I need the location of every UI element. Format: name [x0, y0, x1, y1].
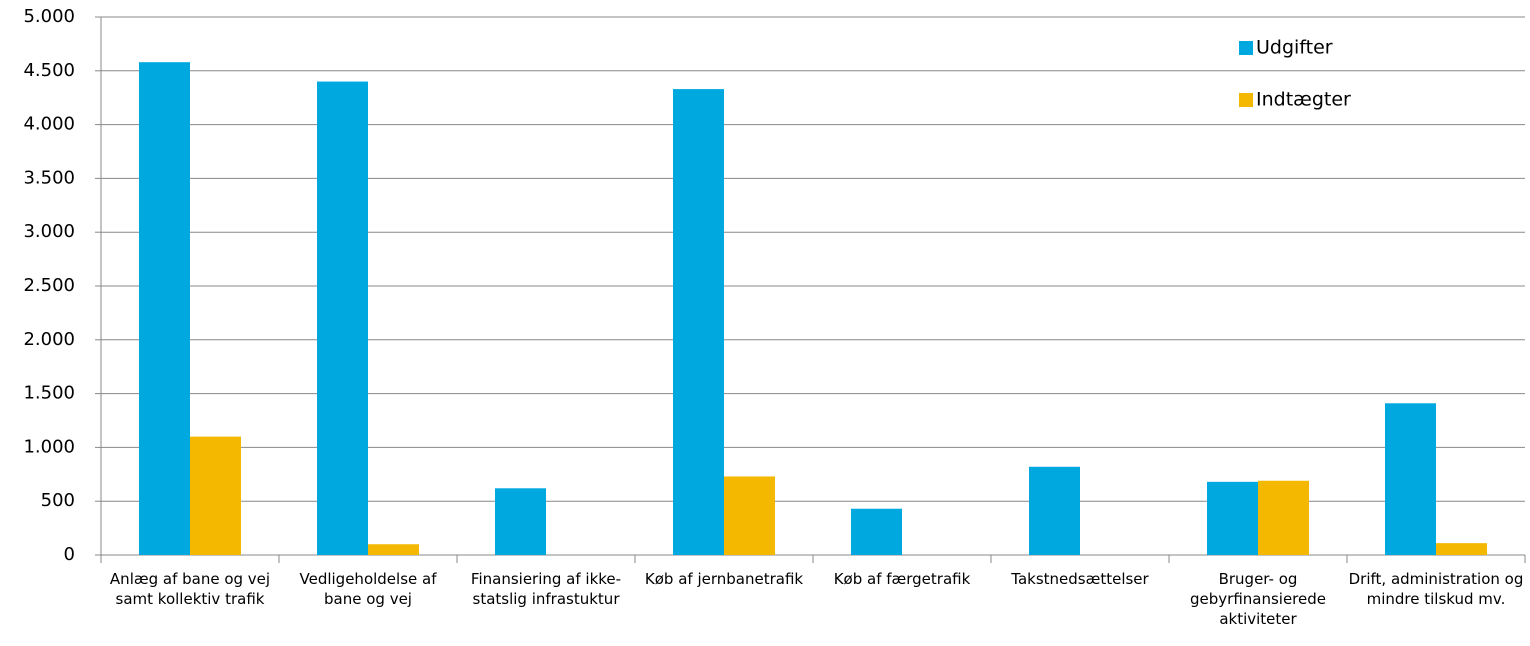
- y-tick-label: 4.000: [23, 114, 75, 135]
- bar: [1258, 480, 1309, 555]
- legend-swatch: [1239, 41, 1253, 55]
- y-tick-label: 3.500: [23, 167, 75, 188]
- y-tick-label: 4.500: [23, 60, 75, 81]
- bar: [851, 508, 902, 555]
- bar: [495, 488, 546, 555]
- y-tick-label: 0: [64, 544, 75, 565]
- x-tick-label: Køb af jernbanetrafik: [644, 570, 804, 588]
- x-tick-label: Vedligeholdelse af bane og vej: [299, 570, 437, 608]
- x-tick-label: Anlæg af bane og vej samt kollektiv traf…: [109, 570, 271, 608]
- bar: [139, 62, 190, 555]
- x-tick-label: Takstnedsættelser: [1011, 570, 1149, 588]
- y-tick-label: 5.000: [23, 6, 75, 27]
- bar: [673, 89, 724, 555]
- bar: [1436, 543, 1487, 555]
- y-tick-label: 3.000: [23, 221, 75, 242]
- bar: [368, 544, 419, 555]
- bar: [724, 476, 775, 555]
- y-tick-label: 1.500: [23, 383, 75, 404]
- y-tick-label: 2.500: [23, 275, 75, 296]
- bar: [317, 81, 368, 555]
- bar: [1029, 466, 1080, 555]
- x-tick-label: Bruger- og gebyrfinansierede aktiviteter: [1190, 570, 1326, 628]
- legend-label: Indtægter: [1256, 89, 1351, 111]
- legend-swatch: [1239, 93, 1253, 107]
- bar: [1207, 481, 1258, 555]
- y-tick-label: 1.000: [23, 436, 75, 457]
- y-tick-label: 500: [41, 490, 75, 511]
- x-tick-label: Drift, administration og mindre tilskud …: [1348, 570, 1524, 608]
- x-tick-label: Finansiering af ikke-statslig infrastukt…: [470, 570, 622, 608]
- legend-label: Udgifter: [1256, 37, 1333, 59]
- bar: [1385, 403, 1436, 555]
- y-tick-label: 2.000: [23, 329, 75, 350]
- x-tick-label: Køb af færgetrafik: [833, 570, 971, 588]
- bar: [190, 436, 241, 555]
